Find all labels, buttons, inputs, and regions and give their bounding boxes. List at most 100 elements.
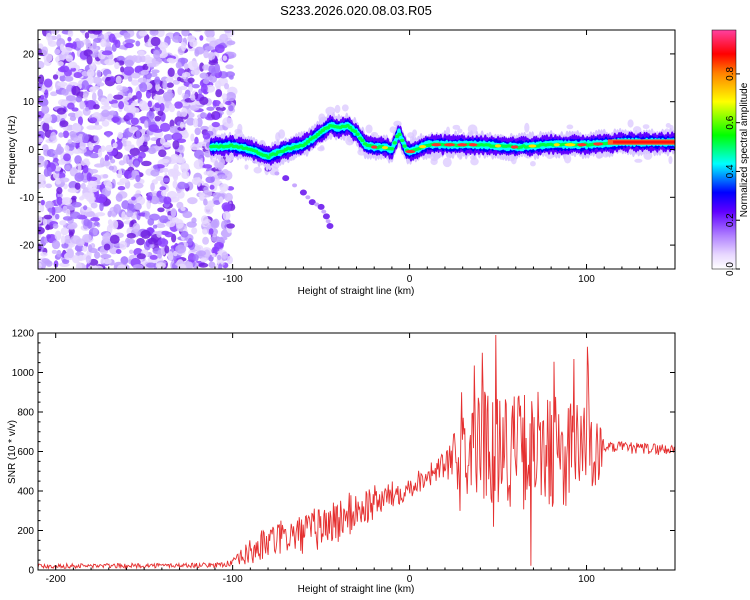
noise-blob bbox=[158, 149, 167, 158]
noise-blob bbox=[210, 235, 219, 242]
noise-blob bbox=[67, 61, 78, 69]
noise-blob bbox=[67, 36, 72, 42]
noise-blob bbox=[221, 251, 229, 260]
noise-blob bbox=[190, 105, 197, 110]
noise-blob bbox=[200, 215, 209, 225]
noise-blob bbox=[175, 219, 184, 229]
noise-blob bbox=[95, 212, 106, 217]
noise-blob bbox=[108, 165, 115, 171]
noise-blob bbox=[74, 155, 82, 165]
colorbar: 0.0 0.2 0.4 0.6 0.8 Normalized spectral ampl… bbox=[711, 29, 750, 276]
noise-blob bbox=[198, 262, 209, 268]
colorbar-tick-label: 0.6 bbox=[725, 115, 736, 129]
noise-blob bbox=[153, 49, 161, 60]
snr-frame bbox=[37, 332, 676, 571]
noise-blob bbox=[144, 120, 149, 129]
noise-blob bbox=[200, 125, 210, 131]
noise-blob bbox=[54, 213, 60, 220]
noise-blob bbox=[52, 149, 63, 155]
branch-point bbox=[282, 175, 290, 182]
noise-blob bbox=[139, 82, 148, 93]
noise-blob bbox=[162, 167, 169, 173]
noise-blob bbox=[116, 84, 123, 91]
noise-blob bbox=[92, 265, 104, 269]
noise-blob bbox=[59, 74, 66, 82]
noise-blob bbox=[73, 72, 83, 79]
noise-blob bbox=[126, 140, 132, 147]
noise-blob bbox=[75, 251, 84, 256]
noise-blob bbox=[115, 140, 123, 151]
noise-blob bbox=[88, 187, 99, 193]
noise-blob bbox=[136, 253, 146, 260]
noise-blob bbox=[100, 145, 106, 153]
noise-blob bbox=[150, 30, 157, 35]
noise-blob bbox=[193, 159, 204, 170]
noise-blob bbox=[123, 32, 131, 38]
noise-blob bbox=[189, 38, 198, 48]
noise-blob bbox=[202, 132, 211, 140]
noise-blob bbox=[146, 262, 156, 268]
noise-blob bbox=[155, 175, 165, 182]
noise-blob bbox=[365, 124, 373, 134]
noise-blob bbox=[218, 263, 223, 269]
noise-blob bbox=[226, 40, 236, 46]
noise-blob bbox=[83, 151, 92, 157]
ridge-peak bbox=[266, 155, 271, 159]
noise-blob bbox=[101, 109, 110, 118]
ridge-peak bbox=[355, 132, 360, 136]
noise-blob bbox=[221, 202, 232, 212]
noise-blob bbox=[212, 232, 218, 238]
colorbar-tick-label: 0.0 bbox=[725, 262, 736, 276]
noise-blob bbox=[65, 42, 75, 49]
ridge-hotspot bbox=[494, 144, 502, 148]
noise-blob bbox=[130, 72, 141, 79]
noise-blob bbox=[81, 192, 91, 200]
noise-blob bbox=[111, 219, 119, 230]
noise-blob bbox=[129, 147, 141, 157]
ridge-hotspot bbox=[553, 143, 560, 147]
noise-blob bbox=[93, 221, 100, 227]
noise-blob bbox=[190, 143, 200, 151]
noise-blob bbox=[105, 144, 114, 153]
ridge-hotspot bbox=[457, 143, 468, 147]
noise-blob bbox=[204, 46, 215, 51]
ridge-peak bbox=[360, 138, 365, 143]
noise-blob bbox=[157, 207, 165, 213]
noise-blob bbox=[90, 202, 98, 209]
noise-blob bbox=[166, 57, 174, 63]
noise-blob bbox=[57, 61, 64, 67]
noise-blob bbox=[101, 50, 113, 56]
noise-blob bbox=[72, 41, 77, 50]
noise-blob bbox=[210, 176, 215, 183]
noise-blob bbox=[213, 63, 221, 74]
noise-blob bbox=[627, 119, 634, 128]
noise-blob bbox=[136, 129, 141, 139]
noise-blob bbox=[200, 112, 208, 118]
noise-blob bbox=[95, 193, 107, 204]
noise-blob bbox=[97, 148, 103, 158]
noise-blob bbox=[125, 112, 134, 120]
noise-blob bbox=[38, 174, 46, 182]
noise-blob bbox=[38, 262, 42, 269]
y-tick-label: 0 bbox=[28, 145, 34, 156]
noise-blob bbox=[161, 230, 170, 236]
noise-blob bbox=[149, 213, 160, 221]
noise-blob bbox=[76, 40, 85, 49]
noise-blob bbox=[146, 199, 151, 210]
noise-blob bbox=[93, 135, 99, 142]
noise-blob bbox=[50, 30, 60, 35]
noise-blob bbox=[202, 236, 209, 245]
noise-blob bbox=[50, 91, 58, 97]
noise-blob bbox=[125, 210, 134, 218]
snr-series-line bbox=[38, 334, 675, 570]
noise-blob bbox=[38, 226, 45, 235]
noise-blob bbox=[86, 55, 93, 65]
noise-blob bbox=[77, 163, 82, 173]
noise-blob bbox=[137, 50, 145, 57]
noise-blob bbox=[176, 157, 186, 164]
noise-blob bbox=[126, 232, 136, 239]
colorbar-tick-label: 0.2 bbox=[725, 213, 736, 227]
colorbar-ticks: 0.0 0.2 0.4 0.6 0.8 bbox=[725, 67, 740, 276]
